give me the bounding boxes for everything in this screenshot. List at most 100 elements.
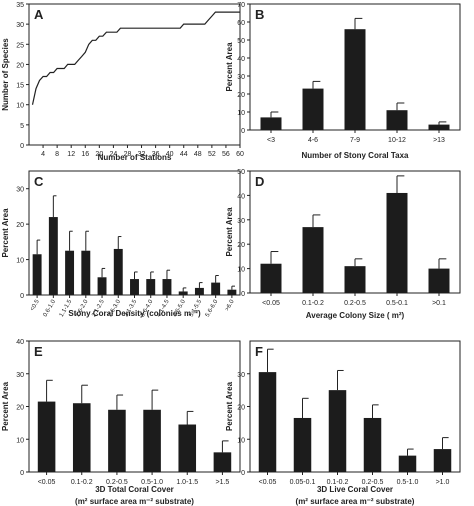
y-tick-label: 10	[16, 103, 24, 110]
y-tick-label: 10	[16, 258, 24, 265]
y-tick-label: 0	[20, 470, 24, 477]
x-tick-label: 7-9	[350, 137, 360, 144]
x-tick-label: 24	[110, 151, 118, 158]
y-axis-label: Number of Species	[1, 38, 10, 111]
x-tick-label: <0.05	[38, 479, 56, 486]
y-tick-label: 30	[237, 218, 245, 225]
x-tick-label: <0.5	[30, 298, 41, 312]
y-tick-label: 20	[237, 242, 245, 249]
bar	[293, 417, 312, 472]
y-axis-label: Percent Area	[225, 207, 234, 257]
bar	[194, 287, 204, 295]
bar	[81, 250, 91, 295]
bar	[302, 88, 324, 130]
x-tick-label: 36	[152, 151, 160, 158]
y-tick-label: 20	[16, 222, 24, 229]
y-tick-label: 50	[237, 38, 245, 45]
y-tick-label: 10	[16, 437, 24, 444]
x-tick-label: >0.1	[432, 300, 446, 307]
bar	[213, 452, 232, 472]
x-tick-label: 56	[222, 151, 230, 158]
y-tick-label: 30	[16, 187, 24, 194]
bar	[386, 192, 408, 293]
y-tick-label: 70	[237, 2, 245, 9]
y-tick-label: 10	[237, 110, 245, 117]
x-tick-label: 0.1-0.2	[71, 479, 93, 486]
x-tick-label: 0.5-0.1	[386, 300, 408, 307]
x-tick-label: 1.0-1.5	[176, 479, 198, 486]
bar	[211, 282, 221, 295]
x-tick-label: <3	[267, 137, 275, 144]
y-tick-label: 0	[241, 128, 245, 135]
y-tick-label: 60	[237, 20, 245, 27]
y-tick-label: 30	[16, 372, 24, 379]
x-tick-label: 44	[180, 151, 188, 158]
bar	[302, 227, 324, 293]
y-tick-label: 0	[20, 293, 24, 300]
x-tick-label: 60	[236, 151, 244, 158]
bar	[48, 217, 58, 295]
bar	[260, 117, 282, 130]
bar	[178, 291, 188, 295]
x-axis-label: Number of Stony Coral Taxa	[302, 151, 410, 160]
y-tick-label: 50	[237, 169, 245, 176]
x-tick-label: 12	[67, 151, 75, 158]
panel-letter: E	[34, 344, 43, 359]
x-tick-label: <0.05	[259, 479, 277, 486]
y-axis-label: Percent Area	[1, 381, 10, 431]
x-tick-label: 0.5-1.0	[141, 479, 163, 486]
y-tick-label: 20	[16, 405, 24, 412]
y-tick-label: 5	[20, 123, 24, 130]
bar	[130, 279, 139, 295]
x-tick-label: 4-6	[308, 137, 318, 144]
bar	[386, 110, 408, 130]
x-tick-label: 0.2-0.5	[344, 300, 366, 307]
bar	[72, 403, 91, 472]
bar	[143, 409, 161, 472]
x-tick-label: 32	[138, 151, 146, 158]
bar	[363, 417, 382, 472]
x-tick-label: 20	[95, 151, 103, 158]
y-tick-label: 10	[237, 437, 245, 444]
x-tick-label: 0.6-1.0	[43, 298, 58, 318]
x-axis-label-line2: (m² surface area m⁻² substrate)	[296, 497, 415, 506]
y-tick-label: 30	[237, 372, 245, 379]
plot-frame	[28, 3, 241, 146]
y-tick-label: 40	[237, 193, 245, 200]
x-tick-label: 8	[55, 151, 59, 158]
bar	[97, 277, 107, 295]
x-tick-label: 0.2-0.5	[362, 479, 384, 486]
plot-frame	[249, 340, 461, 473]
x-tick-label: 0.1-0.2	[302, 300, 324, 307]
bar	[113, 248, 123, 295]
bar	[344, 29, 366, 131]
x-tick-label: >13	[433, 137, 445, 144]
x-axis-label: Number of Stations	[98, 153, 172, 162]
y-tick-label: 0	[241, 291, 245, 298]
bar	[32, 254, 42, 295]
x-tick-label: 0.05-0.1	[290, 479, 316, 486]
x-axis-label-line2: (m² surface area m⁻² substrate)	[75, 497, 194, 506]
y-axis-label: Percent Area	[1, 208, 10, 258]
x-tick-label: 0.1-0.2	[327, 479, 349, 486]
bar	[258, 372, 277, 472]
panel-letter: A	[34, 7, 44, 22]
y-tick-label: 15	[16, 83, 24, 90]
y-axis-label: Percent Area	[225, 381, 234, 431]
y-axis-label: Percent Area	[225, 42, 234, 92]
plot-frame	[28, 340, 241, 473]
x-tick-label: 48	[194, 151, 202, 158]
x-axis-label: Stony Coral Density (colonies m⁻²)	[68, 309, 201, 318]
y-tick-label: 20	[237, 405, 245, 412]
bar	[260, 263, 282, 293]
x-tick-label: >1.5	[216, 479, 230, 486]
y-tick-label: 10	[237, 267, 245, 274]
bar	[37, 401, 56, 472]
y-tick-label: 25	[16, 42, 24, 49]
x-tick-label: 0.2-0.5	[106, 479, 128, 486]
bar	[328, 390, 347, 472]
panel-letter: B	[255, 7, 264, 22]
y-tick-label: 0	[241, 470, 245, 477]
bar	[428, 124, 450, 130]
